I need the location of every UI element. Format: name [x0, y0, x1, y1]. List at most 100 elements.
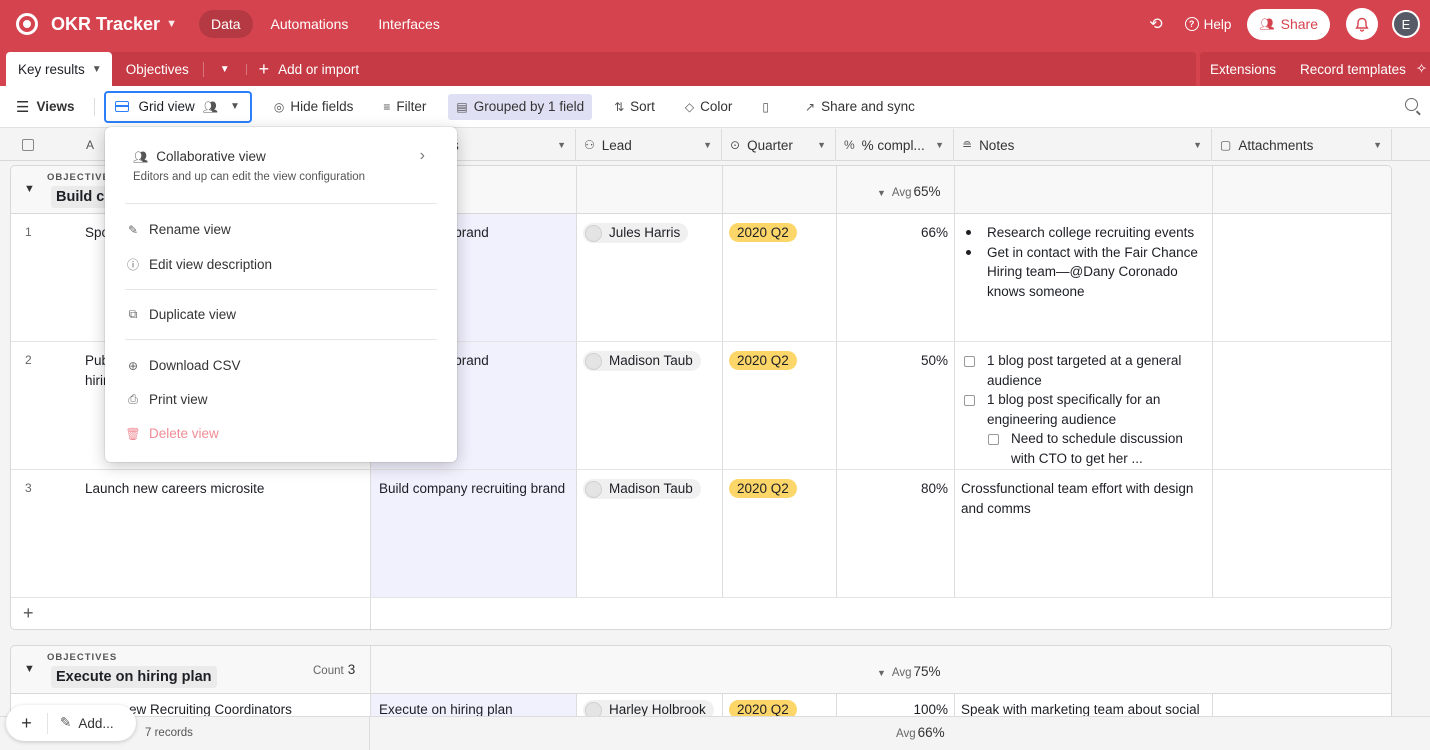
add-import-label: Add or import	[278, 61, 360, 77]
menu-item-label: Print view	[149, 392, 208, 407]
duplicate-view-item[interactable]: ⧉ Duplicate view	[125, 307, 236, 322]
tab-key-results[interactable]: Key results ▼	[6, 52, 112, 86]
chevron-down-icon[interactable]: ▼	[703, 140, 712, 150]
cell-notes[interactable]: Crossfunctional team effort with design …	[961, 481, 1194, 516]
add-record-row[interactable]: +	[11, 598, 370, 630]
group-header[interactable]: ▼ OBJECTIVES Execute on hiring plan Coun…	[11, 646, 1391, 694]
share-sync-button[interactable]: ↗ Share and sync	[797, 94, 923, 120]
nav-interfaces[interactable]: Interfaces	[378, 16, 440, 32]
hide-fields-button[interactable]: ◎ Hide fields	[266, 94, 362, 120]
chevron-down-icon[interactable]: ▼	[557, 140, 566, 150]
cell-notes[interactable]: 1 blog post targeted at a general audien…	[955, 342, 1212, 469]
cell-percent[interactable]: 80%	[920, 481, 948, 496]
table-row[interactable]: 3 Launch new careers microsite Build com…	[11, 470, 1391, 598]
app-title[interactable]: OKR Tracker	[51, 13, 161, 34]
help-button[interactable]: ? Help	[1184, 17, 1231, 32]
menu-item-label: Download CSV	[149, 358, 241, 373]
tables-menu-chevron-icon[interactable]: ▼	[204, 63, 247, 75]
group-field-label: OBJECTIVES	[47, 652, 118, 663]
cell-name[interactable]: Launch new careers microsite	[85, 481, 265, 496]
divider	[125, 203, 437, 204]
cell-notes[interactable]: Speak with marketing team about social	[961, 702, 1200, 717]
record-templates-button[interactable]: Record templates	[1300, 61, 1406, 77]
cell-lead[interactable]: Jules Harris	[577, 214, 722, 341]
tab-objectives[interactable]: Objectives	[112, 61, 204, 77]
cell-lead[interactable]: Madison Taub	[577, 470, 722, 597]
add-with-ai-button[interactable]: ✎ Add...	[60, 715, 114, 731]
color-button[interactable]: ◇ Color	[677, 94, 741, 120]
chevron-down-icon[interactable]: ▼	[1193, 140, 1202, 150]
row-height-button[interactable]: ▯	[754, 94, 783, 120]
delete-view-item[interactable]: 🗑︎ Delete view	[125, 426, 218, 441]
cell-name[interactable]: Pub hirir	[79, 342, 369, 469]
menu-item-label: Edit view description	[149, 257, 273, 272]
quarter-pill: 2020 Q2	[729, 479, 797, 498]
cell-percent[interactable]: 66%	[920, 225, 948, 240]
cell-notes[interactable]: Research college recruiting events Get i…	[955, 214, 1212, 341]
cell-text: Pub	[85, 353, 110, 368]
cell-text: hirir	[85, 372, 108, 388]
row-number: 3	[25, 481, 32, 495]
table-tab-bar: Key results ▼ Objectives ▼ + Add or impo…	[0, 48, 1430, 86]
filter-icon: ≡	[383, 99, 391, 114]
people-icon: 👥︎	[1259, 17, 1275, 31]
column-header-percent-complete[interactable]: % % compl... ▼	[836, 129, 954, 161]
avg-value: 66%	[917, 725, 945, 740]
chevron-down-icon[interactable]: ▼	[166, 18, 177, 30]
group-button[interactable]: ▤ Grouped by 1 field	[448, 93, 593, 120]
column-header-lead[interactable]: ⚇ Lead ▼	[576, 129, 722, 161]
cell-quarter[interactable]: 2020 Q2	[723, 214, 836, 341]
app-logo-icon[interactable]	[16, 13, 38, 35]
extensions-button[interactable]: Extensions	[1210, 61, 1277, 77]
views-toggle[interactable]: ☰ Views	[16, 98, 74, 116]
column-header-quarter[interactable]: ⊙ Quarter ▼	[722, 129, 836, 161]
grid-icon	[115, 101, 130, 112]
avatar	[585, 352, 602, 370]
chevron-down-icon[interactable]: ▼	[91, 63, 102, 75]
chevron-right-icon[interactable]: ›	[419, 147, 425, 164]
collaborative-view-item[interactable]: 👥︎ Collaborative view	[133, 149, 266, 164]
nav-data[interactable]: Data	[198, 10, 253, 38]
add-or-import-button[interactable]: + Add or import	[247, 59, 360, 80]
group-average[interactable]: ▼ Avg 65%	[877, 184, 941, 199]
cell-quarter[interactable]: 2020 Q2	[723, 470, 836, 597]
count-label: Count	[313, 665, 344, 677]
group-average[interactable]: ▼ Avg 75%	[877, 664, 941, 679]
chevron-down-icon[interactable]: ▼	[817, 140, 826, 150]
search-icon[interactable]	[1405, 98, 1418, 111]
download-csv-item[interactable]: ⊕ Download CSV	[125, 358, 241, 373]
cell-name[interactable]: ew Recruiting Coordinators	[129, 702, 292, 717]
notifications-button[interactable]	[1346, 8, 1378, 40]
footer-average[interactable]: Avg 66%	[896, 725, 945, 740]
user-avatar[interactable]: E	[1392, 10, 1420, 38]
top-bar: OKR Tracker ▼ Data Automations Interface…	[0, 0, 1430, 48]
print-view-item[interactable]: ⎙ Print view	[125, 392, 208, 407]
cell-lead[interactable]: Madison Taub	[577, 342, 722, 469]
history-icon[interactable]: ⟲	[1149, 16, 1163, 33]
menu-item-label: Collaborative view	[156, 149, 266, 164]
main-nav: Data Automations Interfaces	[198, 10, 452, 38]
share-button[interactable]: 👥︎ Share	[1247, 8, 1330, 40]
edit-description-item[interactable]: ⓘ Edit view description	[125, 256, 272, 273]
view-switcher-button[interactable]: Grid view 👥︎ ▼	[104, 90, 252, 123]
menu-item-description: Editors and up can edit the view configu…	[133, 171, 366, 183]
select-all-checkbox[interactable]	[22, 139, 34, 151]
nav-automations[interactable]: Automations	[270, 16, 349, 32]
cell-name[interactable]: Spo	[85, 225, 110, 240]
sort-button[interactable]: ⇅ Sort	[606, 94, 663, 120]
column-header-notes[interactable]: ≘ Notes ▼	[954, 129, 1212, 161]
cell-quarter[interactable]: 2020 Q2	[723, 694, 836, 746]
collapse-chevron-icon[interactable]: ▼	[24, 663, 35, 675]
cell-objective[interactable]: Build company recruiting brand	[371, 470, 576, 597]
column-header-attachments[interactable]: ▢ Attachments ▼	[1212, 129, 1392, 161]
cell-percent[interactable]: 50%	[920, 353, 948, 368]
rename-view-item[interactable]: ✎ Rename view	[125, 222, 231, 237]
collapse-chevron-icon[interactable]: ▼	[24, 183, 35, 195]
add-record-button[interactable]: +	[6, 712, 48, 734]
plus-icon: +	[258, 58, 270, 79]
cell-percent[interactable]: 100%	[913, 702, 948, 717]
chevron-down-icon[interactable]: ▼	[1373, 140, 1382, 150]
filter-button[interactable]: ≡ Filter	[375, 94, 434, 120]
chevron-down-icon[interactable]: ▼	[935, 140, 944, 150]
cell-quarter[interactable]: 2020 Q2	[723, 342, 836, 469]
